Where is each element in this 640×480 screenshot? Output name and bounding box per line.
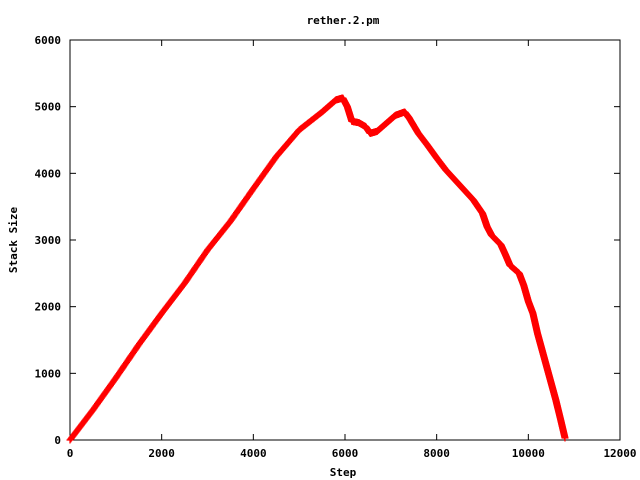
x-tick-label: 10000	[512, 447, 545, 460]
x-axis-label: Step	[330, 466, 357, 479]
y-tick-label: 6000	[35, 34, 62, 47]
x-tick-label: 6000	[332, 447, 359, 460]
x-tick-label: 2000	[148, 447, 175, 460]
y-tick-label: 0	[54, 434, 61, 447]
x-tick-label: 12000	[603, 447, 636, 460]
y-tick-label: 4000	[35, 167, 62, 180]
series-points	[66, 94, 569, 444]
x-tick-label: 0	[67, 447, 74, 460]
y-tick-label: 1000	[35, 367, 62, 380]
x-tick-label: 8000	[423, 447, 450, 460]
y-axis-label: Stack Size	[7, 207, 20, 274]
chart-title: rether.2.pm	[307, 14, 380, 27]
x-tick-label: 4000	[240, 447, 267, 460]
y-tick-labels: 0 1000 2000 3000 4000 5000 6000	[35, 34, 62, 447]
axis-ticks	[69, 39, 621, 441]
y-tick-label: 2000	[35, 301, 62, 314]
data-point	[561, 434, 569, 442]
y-tick-label: 5000	[35, 101, 62, 114]
y-tick-label: 3000	[35, 234, 62, 247]
x-tick-labels: 0 2000 4000 6000 8000 10000 12000	[67, 447, 637, 460]
